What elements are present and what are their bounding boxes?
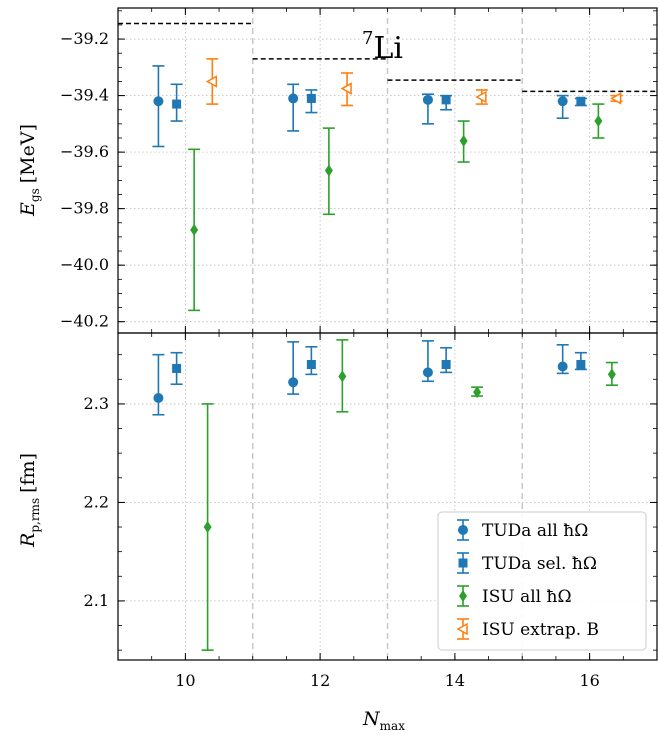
bottom-tuda-sel-point <box>306 360 316 370</box>
top-reference-lines <box>118 22 657 93</box>
bottom-ytick-label: 2.3 <box>84 394 109 413</box>
x-axis-label: Nmax <box>362 708 405 733</box>
top-isu-all-point <box>459 134 468 147</box>
top-ytick-label: −39.2 <box>60 29 109 48</box>
top-tuda-sel-point <box>576 96 586 106</box>
top-isu-all-point <box>190 223 199 236</box>
legend-label: TUDa sel. ħΩ <box>482 554 597 574</box>
top-tuda-all-point <box>153 96 164 107</box>
legend-marker-tuda-sel <box>458 558 468 568</box>
top-ytick-label: −39.6 <box>60 142 109 161</box>
legend-item-isu-all: ISU all ħΩ <box>457 585 572 607</box>
top-tuda-sel-point <box>441 95 451 105</box>
bottom-xtick-label: 14 <box>445 671 465 690</box>
bottom-tuda-all-errorbar <box>152 353 165 416</box>
bottom-axes-frame <box>117 332 658 661</box>
top-isu-extrap-b-point <box>610 92 622 105</box>
bottom-xtick-label: 12 <box>310 671 330 690</box>
top-tuda-all-point <box>557 96 568 107</box>
top-isu-extrap-b-point <box>340 82 352 95</box>
bottom-ytick-label: 2.2 <box>84 492 109 511</box>
top-panel: −39.2 −39.4 −39.6 −39.8 −40.0 −40.2 7Li Egs[M… <box>17 7 658 334</box>
bottom-tuda-all-point <box>422 367 433 378</box>
legend-marker-isu-extrap-b <box>456 622 468 636</box>
top-data-marks <box>152 58 623 312</box>
legend-item-tuda-all: TUDa all ħΩ <box>457 519 588 541</box>
top-isu-all-point <box>324 164 333 177</box>
bottom-ytick-label: 2.1 <box>84 591 109 610</box>
top-axes: −39.2 −39.4 −39.6 −39.8 −40.0 −40.2 <box>60 7 658 334</box>
top-y-axis-label: Egs[MeV] <box>17 124 42 217</box>
top-ytick-label: −39.4 <box>60 86 109 105</box>
top-isu-all-point <box>594 115 603 128</box>
top-tuda-all-errorbar <box>287 83 300 132</box>
bottom-isu-all-point <box>203 521 212 534</box>
legend-marker-isu-all <box>459 590 467 602</box>
top-tuda-all-point <box>288 93 299 104</box>
top-tuda-all-point <box>422 94 433 105</box>
bottom-tuda-all-point <box>288 377 299 388</box>
title-superscript: 7 <box>362 28 373 49</box>
top-ytick-label: −39.8 <box>60 199 109 218</box>
bottom-xtick-label: 16 <box>579 671 599 690</box>
top-ytick-label: −40.2 <box>60 312 109 331</box>
bottom-data-marks <box>152 339 618 651</box>
bottom-tuda-sel-point <box>172 363 182 373</box>
legend-marker-tuda-all <box>458 525 468 535</box>
bottom-tuda-sel-point <box>576 360 586 370</box>
bottom-isu-all-point <box>607 368 616 381</box>
top-isu-extrap-b-point <box>205 75 218 88</box>
bottom-tuda-sel-point <box>441 360 451 370</box>
legend: TUDa all ħΩ TUDa sel. ħΩ ISU all ħΩ ISU ext… <box>437 511 647 651</box>
top-tuda-sel-point <box>172 99 182 109</box>
bottom-isu-all-point <box>473 386 482 399</box>
bottom-isu-all-point <box>338 370 347 383</box>
legend-label: TUDa all ħΩ <box>482 521 588 541</box>
legend-item-isu-extrap-b: ISU extrap. B <box>456 618 599 640</box>
legend-frame <box>437 511 647 651</box>
top-ytick-label: −40.0 <box>60 255 109 274</box>
chart-title: 7Li <box>362 28 403 66</box>
top-isu-extrap-b-point <box>475 90 487 104</box>
bottom-tuda-all-point <box>557 361 568 372</box>
bottom-axes: 2.1 2.2 2.3 10 12 14 16 <box>84 332 658 690</box>
bottom-tuda-all-point <box>153 393 164 404</box>
legend-item-tuda-sel: TUDa sel. ħΩ <box>457 552 597 574</box>
legend-label: ISU extrap. B <box>482 620 599 640</box>
legend-label: ISU all ħΩ <box>482 587 572 607</box>
top-tuda-sel-point <box>306 93 316 103</box>
top-group-separators <box>252 8 523 333</box>
bottom-y-axis-label: Rp,rms[fm] <box>17 453 42 548</box>
title-main: Li <box>373 31 403 66</box>
bottom-xtick-label: 10 <box>175 671 195 690</box>
